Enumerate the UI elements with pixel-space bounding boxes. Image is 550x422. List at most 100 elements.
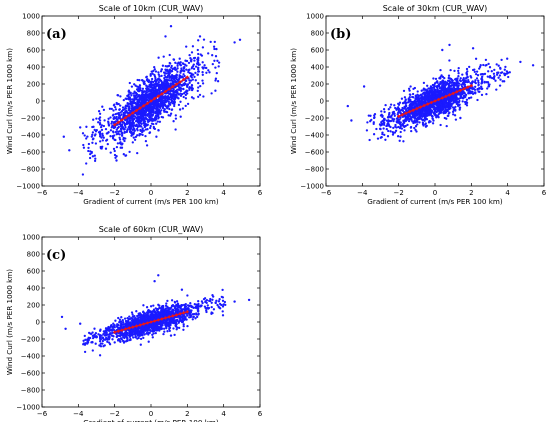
data-point — [439, 123, 442, 127]
data-point — [136, 134, 139, 137]
data-point — [451, 110, 455, 114]
data-point — [428, 97, 432, 100]
trend-marker — [411, 108, 415, 112]
data-point — [411, 102, 414, 106]
data-point — [157, 73, 160, 76]
data-point — [457, 72, 460, 75]
data-point — [438, 110, 441, 113]
trend-marker — [415, 106, 419, 111]
data-point — [194, 317, 197, 320]
data-point — [383, 133, 386, 137]
data-point — [209, 40, 212, 44]
data-point — [102, 108, 106, 112]
data-point — [415, 111, 418, 114]
data-point — [202, 95, 205, 98]
data-point — [499, 78, 502, 81]
data-point — [486, 81, 490, 84]
data-point — [409, 102, 413, 106]
data-point — [448, 91, 451, 94]
data-point — [101, 139, 104, 142]
data-point — [141, 130, 144, 134]
data-point — [176, 96, 179, 99]
data-point — [120, 143, 124, 146]
data-point — [459, 77, 462, 80]
data-point — [175, 74, 178, 77]
data-point — [382, 118, 386, 122]
y-tick-label: 400 — [27, 63, 40, 71]
y-tick-label: 0 — [36, 97, 40, 105]
data-point — [127, 89, 131, 92]
data-point — [154, 86, 157, 89]
data-point — [196, 48, 199, 52]
data-point — [133, 96, 136, 99]
data-point — [197, 300, 200, 303]
panel-label: (a) — [46, 27, 67, 42]
data-point — [110, 120, 114, 123]
data-point — [142, 304, 145, 307]
data-point — [215, 47, 218, 51]
data-point — [146, 79, 149, 83]
data-point — [506, 57, 509, 60]
data-point — [169, 25, 173, 28]
data-point — [475, 77, 479, 80]
trend-marker — [185, 75, 190, 79]
data-point — [145, 306, 149, 309]
data-point — [146, 96, 149, 99]
data-point — [183, 74, 186, 78]
data-point — [431, 104, 435, 107]
data-point — [139, 337, 143, 341]
data-point — [201, 79, 204, 82]
data-point — [82, 146, 86, 149]
data-point — [216, 59, 219, 62]
data-point — [179, 94, 183, 97]
data-point — [127, 102, 130, 106]
data-point — [123, 336, 126, 340]
data-point — [398, 139, 401, 142]
data-point — [191, 78, 194, 81]
data-point — [194, 71, 197, 75]
data-point — [165, 84, 169, 87]
data-point — [143, 82, 146, 86]
data-point — [442, 83, 445, 86]
data-point — [457, 69, 460, 73]
data-point — [93, 154, 96, 157]
data-point — [429, 86, 433, 89]
data-point — [145, 75, 148, 78]
data-point — [100, 128, 104, 132]
data-point — [187, 61, 191, 65]
data-point — [131, 313, 134, 316]
data-point — [408, 105, 412, 108]
data-point — [114, 130, 118, 134]
data-point — [422, 98, 425, 101]
data-point — [397, 102, 400, 105]
data-point — [454, 108, 457, 111]
data-point — [118, 133, 121, 136]
scatter-points — [346, 43, 535, 143]
data-point — [141, 127, 144, 130]
data-point — [456, 104, 460, 108]
data-point — [130, 104, 134, 107]
data-point — [398, 111, 401, 114]
data-point — [156, 105, 159, 108]
data-point — [136, 151, 139, 155]
data-point — [350, 119, 353, 122]
y-tick-label: 0 — [320, 97, 324, 105]
data-point — [399, 109, 402, 112]
data-point — [112, 121, 116, 124]
data-point — [198, 35, 202, 38]
data-point — [154, 78, 157, 81]
data-point — [158, 97, 162, 100]
data-point — [134, 91, 138, 95]
data-point — [159, 112, 162, 115]
data-point — [163, 103, 166, 107]
data-point — [131, 100, 134, 104]
data-point — [201, 70, 204, 74]
data-point — [214, 77, 218, 80]
data-point — [189, 57, 192, 60]
data-point — [452, 106, 456, 110]
data-point — [167, 64, 171, 68]
data-point — [477, 90, 480, 93]
data-point — [391, 117, 394, 120]
data-point — [372, 133, 376, 136]
data-point — [132, 136, 135, 139]
